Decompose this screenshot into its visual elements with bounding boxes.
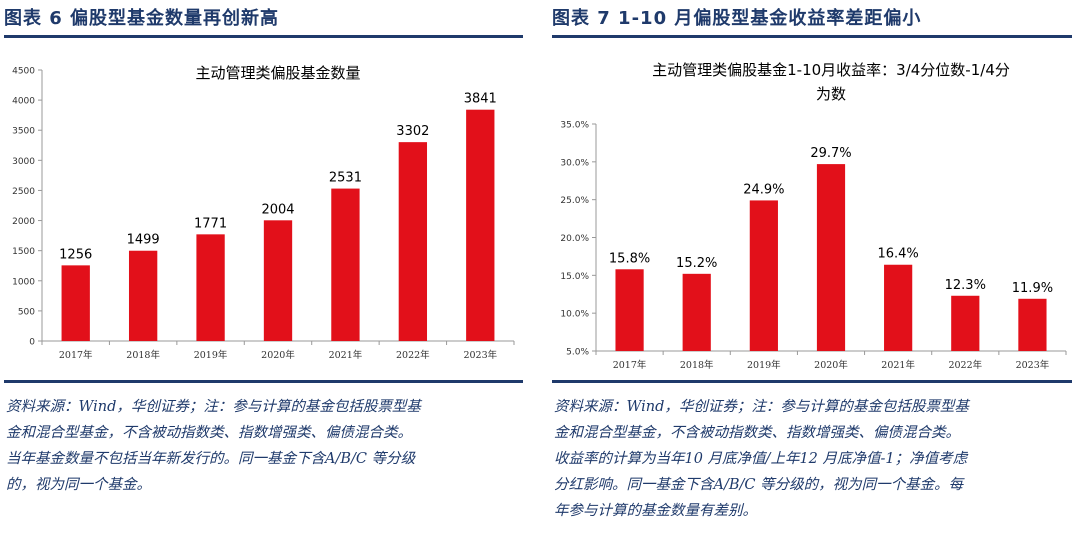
fund-count-chart-container: 主动管理类偏股基金数量 0 500 1000 1500 2000 2500 3000 3500 4… <box>4 44 521 370</box>
x-tick-label: 2018年 <box>126 349 160 361</box>
data-label: 1256 <box>59 247 92 262</box>
bar <box>61 265 90 341</box>
bar <box>951 295 980 351</box>
x-tick-label: 2022年 <box>396 349 430 361</box>
data-label: 2531 <box>329 171 362 186</box>
y-tick-label: 3000 <box>12 157 35 167</box>
x-tick-label: 2023年 <box>463 349 497 361</box>
y-tick-label: 4500 <box>12 67 35 77</box>
footnote-line: 金和混合型基金，不含被动指数类、指数增强类、偏债混合类。 <box>554 425 960 441</box>
y-tick-label: 2500 <box>12 187 35 197</box>
footnote-line: 金和混合型基金，不含被动指数类、指数增强类、偏债混合类。 <box>6 425 412 441</box>
footnote: 资料来源：Wind，华创证券；注：参与计算的基金包括股票型基 金和混合型基金，不… <box>554 394 1070 524</box>
footnote: 资料来源：Wind，华创证券；注：参与计算的基金包括股票型基 金和混合型基金，不… <box>6 394 521 498</box>
bar <box>196 234 225 341</box>
y-tick-label: 1500 <box>12 247 35 257</box>
bar <box>398 142 428 341</box>
x-tick-label: 2021年 <box>881 359 915 370</box>
footnote-line: 收益率的计算为当年10 月底净值/上年12 月底净值-1；净值考虑 <box>554 451 968 467</box>
x-tick-label: 2022年 <box>948 359 982 370</box>
footnote-line: 年参与计算的基金数量有差别。 <box>554 503 757 519</box>
data-label: 1499 <box>127 233 160 248</box>
y-tick-label: 15.0% <box>560 272 589 282</box>
y-tick-label: 25.0% <box>560 196 589 206</box>
data-label: 1771 <box>194 216 227 231</box>
bar <box>128 250 158 341</box>
heading-rule <box>4 35 523 38</box>
footnote-line: 资料来源：Wind，华创证券；注：参与计算的基金包括股票型基 <box>554 399 969 415</box>
x-tick-label: 2017年 <box>59 349 93 361</box>
return-spread-chart-container: 主动管理类偏股基金1-10月收益率：3/4分位数-1/4分 为数 5.0% 10.0%… <box>552 44 1070 370</box>
data-label: 15.8% <box>609 251 650 266</box>
bar <box>682 273 711 351</box>
x-tick-label: 2020年 <box>814 359 848 370</box>
figure-heading: 图表 6 偏股型基金数量再创新高 <box>4 8 280 29</box>
chart-title: 为数 <box>816 85 846 103</box>
figure-heading: 图表 7 1-10 月偏股型基金收益率差距偏小 <box>552 8 922 29</box>
bar <box>263 220 293 341</box>
y-tick-label: 35.0% <box>560 121 589 131</box>
data-label: 16.4% <box>877 247 918 262</box>
y-tick-label: 500 <box>18 307 35 317</box>
data-label: 3302 <box>396 124 429 139</box>
figure-7-panel: 图表 7 1-10 月偏股型基金收益率差距偏小 主动管理类偏股基金1-10月收益… <box>548 0 1076 550</box>
chart-title: 主动管理类偏股基金1-10月收益率：3/4分位数-1/4分 <box>652 61 1010 79</box>
data-label: 12.3% <box>945 278 986 293</box>
footnote-line: 资料来源：Wind，华创证券；注：参与计算的基金包括股票型基 <box>6 399 421 415</box>
data-label: 15.2% <box>676 256 717 271</box>
x-tick-label: 2017年 <box>613 359 647 370</box>
figure-6-panel: 图表 6 偏股型基金数量再创新高 主动管理类偏股基金数量 0 500 1000 1500… <box>0 0 527 550</box>
x-tick-label: 2019年 <box>194 349 228 361</box>
x-tick-label: 2020年 <box>261 349 295 361</box>
data-label: 11.9% <box>1012 281 1053 296</box>
data-label: 29.7% <box>810 146 851 161</box>
bar <box>749 200 778 351</box>
y-tick-label: 4000 <box>12 97 35 107</box>
data-label: 3841 <box>464 92 497 107</box>
heading-rule <box>552 35 1072 38</box>
bar <box>615 269 644 351</box>
bar <box>884 264 913 351</box>
fund-count-chart: 主动管理类偏股基金数量 0 500 1000 1500 2000 2500 3000 3500 4… <box>12 64 515 361</box>
bar <box>816 164 846 351</box>
data-label: 2004 <box>261 202 294 217</box>
footnote-rule <box>4 380 523 383</box>
y-tick-label: 0 <box>29 338 35 348</box>
bar <box>1018 298 1047 351</box>
bar <box>466 109 495 341</box>
y-tick-label: 30.0% <box>560 158 589 168</box>
footnote-rule <box>552 380 1072 383</box>
y-tick-label: 3500 <box>12 127 35 137</box>
chart-title: 主动管理类偏股基金数量 <box>195 64 360 82</box>
y-tick-label: 1000 <box>12 277 35 287</box>
footnote-line: 的，视为同一个基金。 <box>6 477 151 493</box>
y-tick-label: 20.0% <box>560 234 589 244</box>
bar <box>331 188 360 341</box>
x-tick-label: 2021年 <box>329 349 363 361</box>
y-tick-label: 10.0% <box>560 310 589 320</box>
y-tick-label: 2000 <box>12 217 35 227</box>
data-label: 24.9% <box>743 182 784 197</box>
footnote-line: 分红影响。同一基金下含A/B/C 等分级的，视为同一个基金。每 <box>554 477 964 493</box>
footnote-line: 当年基金数量不包括当年新发行的。同一基金下含A/B/C 等分级 <box>6 451 416 467</box>
x-tick-label: 2023年 <box>1016 359 1050 370</box>
x-tick-label: 2019年 <box>747 359 781 370</box>
y-tick-label: 5.0% <box>566 348 589 358</box>
x-tick-label: 2018年 <box>680 359 714 370</box>
